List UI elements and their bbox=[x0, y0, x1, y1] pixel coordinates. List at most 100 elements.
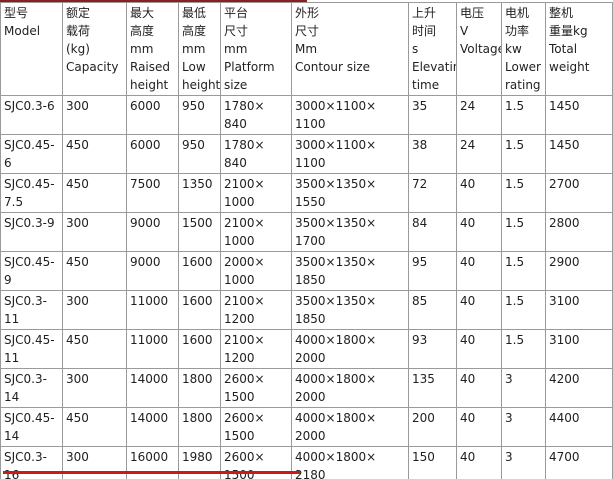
cell-voltage: 40 bbox=[456, 407, 502, 447]
cell-model: SJC0.45- 11 bbox=[0, 329, 63, 369]
cell-raised-height: 11000 bbox=[126, 329, 179, 369]
bottom-divider-rule bbox=[3, 471, 300, 474]
cell-low-height: 950 bbox=[178, 134, 221, 174]
cell-raised-height: 6000 bbox=[126, 134, 179, 174]
cell-platform-size: 2000× 1000 bbox=[220, 251, 292, 291]
column-header-low-height: 最低 高度 mm Low height bbox=[178, 2, 221, 96]
cell-voltage: 40 bbox=[456, 290, 502, 330]
cell-power: 3 bbox=[501, 368, 546, 408]
cell-capacity: 450 bbox=[62, 134, 127, 174]
cell-model: SJC0.3-16 bbox=[0, 446, 63, 479]
cell-contour-size: 4000×1800× 2000 bbox=[291, 329, 409, 369]
cell-raised-height: 14000 bbox=[126, 368, 179, 408]
column-header-model: 型号 Model bbox=[0, 2, 63, 96]
cell-elevating-time: 200 bbox=[408, 407, 457, 447]
table-row: SJC0.45- 14 450 14000 1800 2600× 1500 4000×18… bbox=[0, 407, 613, 447]
cell-power: 1.5 bbox=[501, 329, 546, 369]
column-header-raised-height: 最大 高度 mm Raised height bbox=[126, 2, 179, 96]
cell-platform-size: 2100× 1000 bbox=[220, 212, 292, 252]
cell-power: 1.5 bbox=[501, 173, 546, 213]
cell-contour-size: 3500×1350× 1850 bbox=[291, 290, 409, 330]
cell-platform-size: 2600× 1500 bbox=[220, 446, 292, 479]
cell-low-height: 1500 bbox=[178, 212, 221, 252]
cell-model: SJC0.3-11 bbox=[0, 290, 63, 330]
table-row: SJC0.3-163001600019802600× 15004000×1800… bbox=[0, 446, 613, 479]
table-row: SJC0.3-14 300 14000 1800 2600× 1500 4000×1800… bbox=[0, 368, 613, 408]
cell-elevating-time: 35 bbox=[408, 95, 457, 135]
cell-weight: 2800 bbox=[545, 212, 613, 252]
cell-low-height: 1600 bbox=[178, 251, 221, 291]
cell-power: 3 bbox=[501, 407, 546, 447]
cell-raised-height: 9000 bbox=[126, 212, 179, 252]
cell-weight: 1450 bbox=[545, 95, 613, 135]
cell-weight: 2700 bbox=[545, 173, 613, 213]
column-header-elevating-time: 上升 时间 s Elevating time bbox=[408, 2, 457, 96]
cell-contour-size: 4000×1800× 2000 bbox=[291, 407, 409, 447]
cell-capacity: 450 bbox=[62, 329, 127, 369]
cell-raised-height: 14000 bbox=[126, 407, 179, 447]
column-header-contour-size: 外形 尺寸 Mm Contour size bbox=[291, 2, 409, 96]
cell-capacity: 450 bbox=[62, 407, 127, 447]
table-header-row: 型号 Model 额定 载荷 (kg) Capacity 最大 高度 mm Rais… bbox=[0, 2, 613, 96]
cell-low-height: 1980 bbox=[178, 446, 221, 479]
table-row: SJC0.45-9 450 9000 1600 2000× 1000 3500×1350×… bbox=[0, 251, 613, 291]
cell-low-height: 1600 bbox=[178, 290, 221, 330]
cell-capacity: 450 bbox=[62, 173, 127, 213]
cell-power: 1.5 bbox=[501, 251, 546, 291]
table-row: SJC0.3-11 300 11000 1600 2100× 1200 3500×1350… bbox=[0, 290, 613, 330]
cell-weight: 1450 bbox=[545, 134, 613, 174]
cell-model: SJC0.3-14 bbox=[0, 368, 63, 408]
cell-power: 1.5 bbox=[501, 95, 546, 135]
cell-platform-size: 1780× 840 bbox=[220, 134, 292, 174]
cell-low-height: 1350 bbox=[178, 173, 221, 213]
cell-model: SJC0.3-9 bbox=[0, 212, 63, 252]
cell-model: SJC0.45- 7.5 bbox=[0, 173, 63, 213]
cell-power: 1.5 bbox=[501, 290, 546, 330]
cell-model: SJC0.45- 14 bbox=[0, 407, 63, 447]
cell-contour-size: 4000×1800× 2180 bbox=[291, 446, 409, 479]
table-row: SJC0.45- 7.5 450 7500 1350 2100× 1000 3500×13… bbox=[0, 173, 613, 213]
column-header-capacity: 额定 载荷 (kg) Capacity bbox=[62, 2, 127, 96]
cell-elevating-time: 95 bbox=[408, 251, 457, 291]
column-header-voltage: 电压 V Voltage bbox=[456, 2, 502, 96]
cell-platform-size: 2600× 1500 bbox=[220, 407, 292, 447]
cell-voltage: 40 bbox=[456, 446, 502, 479]
table-row: SJC0.45- 11 450 11000 1600 2100× 1200 4000×18… bbox=[0, 329, 613, 369]
cell-elevating-time: 38 bbox=[408, 134, 457, 174]
cell-model: SJC0.45-9 bbox=[0, 251, 63, 291]
cell-voltage: 40 bbox=[456, 329, 502, 369]
cell-voltage: 40 bbox=[456, 251, 502, 291]
cell-elevating-time: 85 bbox=[408, 290, 457, 330]
cell-platform-size: 1780× 840 bbox=[220, 95, 292, 135]
cell-platform-size: 2100× 1200 bbox=[220, 329, 292, 369]
cell-weight: 4400 bbox=[545, 407, 613, 447]
cell-low-height: 1800 bbox=[178, 407, 221, 447]
cell-model: SJC0.45-6 bbox=[0, 134, 63, 174]
table-row: SJC0.3-6 300 6000 950 1780× 840 3000×1100× 11… bbox=[0, 95, 613, 135]
cell-weight: 3100 bbox=[545, 329, 613, 369]
cell-raised-height: 7500 bbox=[126, 173, 179, 213]
cell-low-height: 950 bbox=[178, 95, 221, 135]
cell-power: 1.5 bbox=[501, 134, 546, 174]
cell-capacity: 300 bbox=[62, 368, 127, 408]
cell-contour-size: 3000×1100× 1100 bbox=[291, 95, 409, 135]
cell-voltage: 40 bbox=[456, 212, 502, 252]
cell-raised-height: 9000 bbox=[126, 251, 179, 291]
cell-raised-height: 11000 bbox=[126, 290, 179, 330]
cell-contour-size: 3000×1100× 1100 bbox=[291, 134, 409, 174]
cell-elevating-time: 84 bbox=[408, 212, 457, 252]
cell-weight: 4700 bbox=[545, 446, 613, 479]
cell-capacity: 300 bbox=[62, 446, 127, 479]
cell-voltage: 24 bbox=[456, 95, 502, 135]
cell-capacity: 300 bbox=[62, 95, 127, 135]
cell-platform-size: 2100× 1200 bbox=[220, 290, 292, 330]
cell-weight: 2900 bbox=[545, 251, 613, 291]
cell-platform-size: 2100× 1000 bbox=[220, 173, 292, 213]
cell-power: 1.5 bbox=[501, 212, 546, 252]
cell-contour-size: 3500×1350× 1700 bbox=[291, 212, 409, 252]
top-divider-rule bbox=[0, 0, 307, 3]
cell-raised-height: 16000 bbox=[126, 446, 179, 479]
cell-voltage: 40 bbox=[456, 368, 502, 408]
cell-raised-height: 6000 bbox=[126, 95, 179, 135]
